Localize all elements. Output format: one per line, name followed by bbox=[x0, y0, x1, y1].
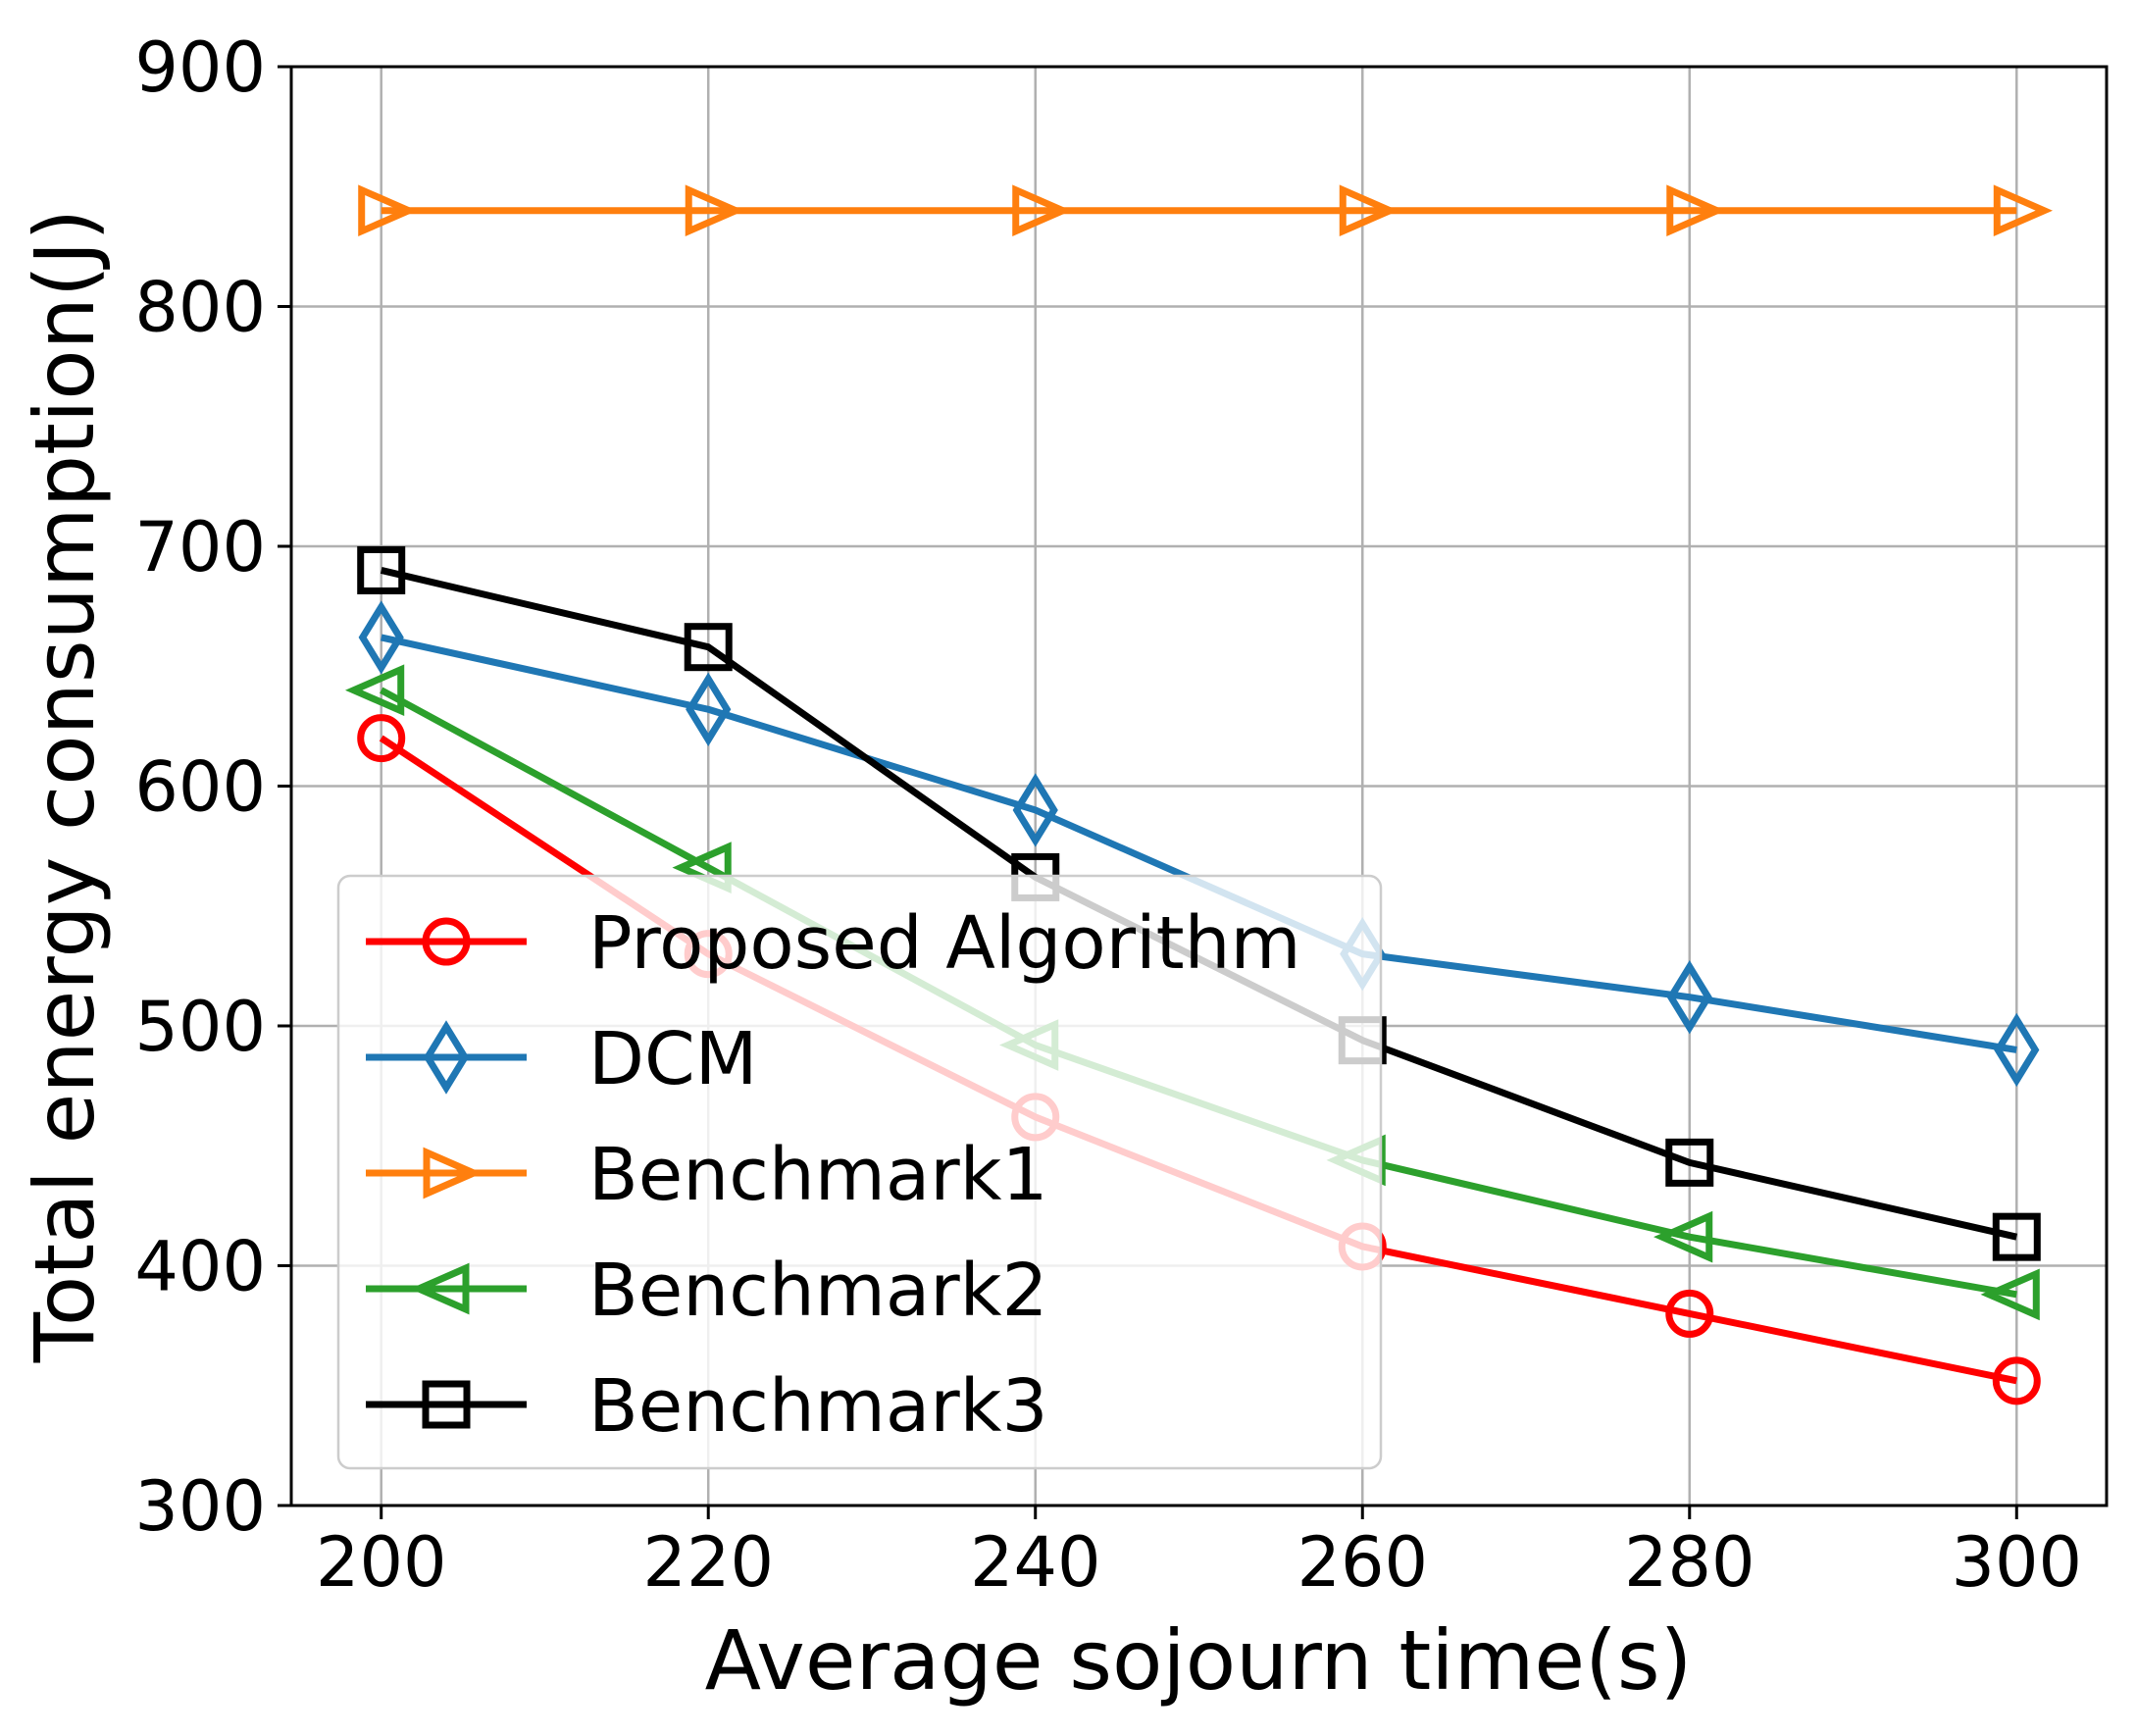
y-axis-label: Total energy consumption(J) bbox=[17, 209, 113, 1363]
legend-marker bbox=[423, 1147, 483, 1200]
x-axis-label: Average sojourn time(s) bbox=[705, 1612, 1693, 1709]
data-point-benchmark3 bbox=[357, 545, 406, 594]
legend-label: Benchmark2 bbox=[588, 1249, 1048, 1333]
x-tick-label: 280 bbox=[1624, 1522, 1755, 1603]
x-tick-label: 240 bbox=[970, 1522, 1101, 1603]
data-point-benchmark3 bbox=[1992, 1212, 2041, 1261]
x-tick-label: 260 bbox=[1297, 1522, 1428, 1603]
data-point-proposed-algorithm bbox=[1992, 1356, 2041, 1405]
data-point-dcm bbox=[358, 600, 404, 675]
data-point-proposed-algorithm bbox=[1665, 1289, 1714, 1338]
y-tick-label: 500 bbox=[134, 987, 266, 1067]
x-tick-label: 300 bbox=[1951, 1522, 2082, 1603]
data-point-proposed-algorithm bbox=[357, 714, 406, 763]
legend-item-benchmark3: Benchmark3 bbox=[366, 1364, 1048, 1449]
y-tick-label: 700 bbox=[134, 507, 266, 587]
y-tick-label: 800 bbox=[134, 268, 266, 348]
legend-label: DCM bbox=[588, 1017, 758, 1101]
data-point-benchmark1 bbox=[685, 184, 744, 237]
axis-ticks: 200 220 240 260 280 300 300 400 500 600 700 800 900 bbox=[134, 27, 2082, 1603]
legend-marker bbox=[423, 1020, 470, 1095]
series-benchmark1 bbox=[358, 184, 2054, 237]
legend: Proposed Algorithm DCM Benchmark1 Benchmark… bbox=[336, 874, 1383, 1470]
legend-label: Benchmark3 bbox=[588, 1364, 1048, 1449]
legend-label: Benchmark1 bbox=[588, 1133, 1048, 1217]
y-tick-label: 400 bbox=[134, 1227, 266, 1307]
data-point-benchmark1 bbox=[1666, 184, 1726, 237]
data-point-benchmark3 bbox=[684, 623, 733, 672]
legend-marker bbox=[410, 1262, 470, 1315]
legend-marker bbox=[422, 1380, 471, 1429]
data-point-benchmark1 bbox=[1339, 184, 1399, 237]
legend-item-benchmark1: Benchmark1 bbox=[366, 1133, 1048, 1217]
data-point-benchmark2 bbox=[1980, 1268, 2040, 1321]
y-tick-label: 600 bbox=[134, 747, 266, 828]
legend-item-dcm: DCM bbox=[366, 1017, 758, 1101]
data-point-benchmark3 bbox=[1665, 1138, 1714, 1187]
x-tick-label: 220 bbox=[642, 1522, 774, 1603]
legend-label: Proposed Algorithm bbox=[588, 901, 1301, 986]
legend-item-proposed-algorithm: Proposed Algorithm bbox=[366, 901, 1301, 986]
x-tick-label: 200 bbox=[316, 1522, 447, 1603]
data-point-benchmark1 bbox=[1012, 184, 1072, 237]
legend-marker bbox=[422, 917, 471, 966]
y-tick-label: 900 bbox=[134, 27, 266, 108]
data-point-benchmark1 bbox=[1993, 184, 2054, 237]
data-point-dcm bbox=[1012, 773, 1058, 847]
data-point-dcm bbox=[1666, 959, 1712, 1035]
y-tick-label: 300 bbox=[134, 1466, 266, 1547]
data-point-dcm bbox=[686, 672, 732, 746]
data-point-benchmark1 bbox=[358, 184, 418, 237]
data-point-dcm bbox=[1994, 1012, 2040, 1088]
data-point-benchmark2 bbox=[344, 664, 405, 717]
legend-item-benchmark2: Benchmark2 bbox=[366, 1249, 1048, 1333]
legend-box bbox=[336, 874, 1383, 1470]
data-point-benchmark2 bbox=[1653, 1210, 1713, 1263]
